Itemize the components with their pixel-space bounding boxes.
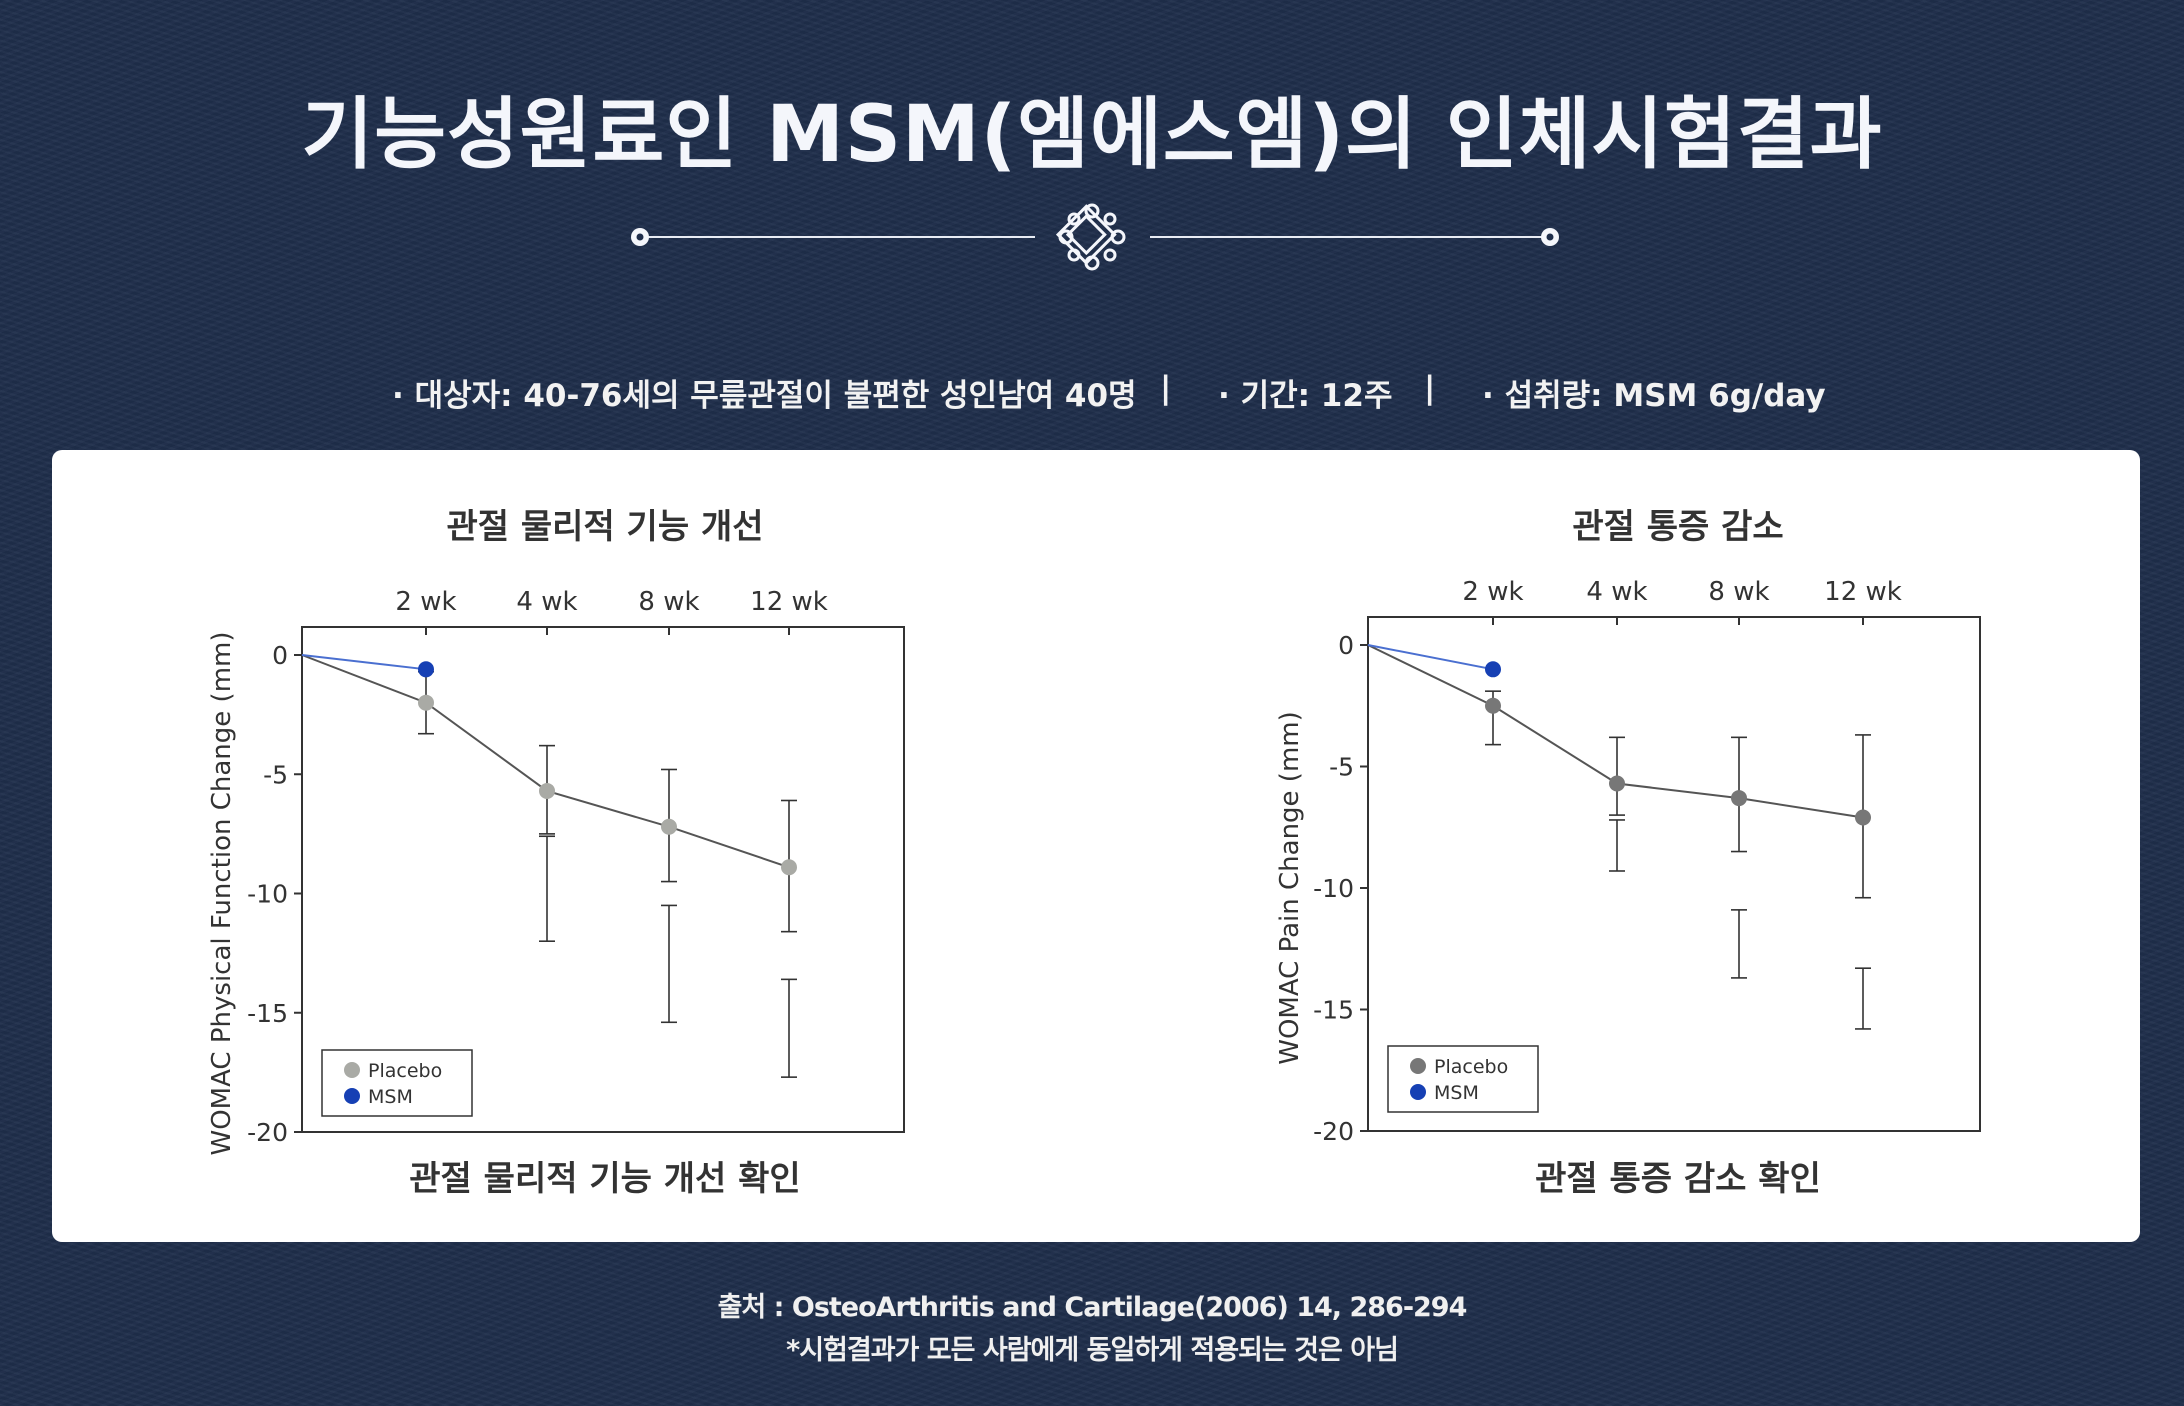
y-tick-label: -10 xyxy=(247,880,288,909)
series-line xyxy=(301,654,790,869)
series-placebo xyxy=(301,654,797,933)
info-separator-2: | xyxy=(1424,370,1436,406)
chart-caption: 관절 물리적 기능 개선 확인 xyxy=(409,1159,800,1199)
info-subject: · 대상자: 40-76세의 무릎관절이 불편한 성인남여 40명 xyxy=(392,378,1137,414)
series-line xyxy=(1367,644,1864,819)
right-flower-icon xyxy=(1541,228,1559,246)
chart-caption: 관절 통증 감소 확인 xyxy=(1535,1159,1821,1199)
legend-label: Placebo xyxy=(368,1060,442,1082)
x-tick-label: 8 wk xyxy=(1708,577,1769,607)
legend-label: Placebo xyxy=(1434,1056,1508,1078)
x-tick-label: 12 wk xyxy=(750,587,828,617)
series-msm xyxy=(1367,644,1871,1030)
data-point xyxy=(1485,661,1501,678)
y-tick-label: -10 xyxy=(1313,874,1354,903)
x-tick-label: 4 wk xyxy=(1586,577,1647,607)
charts-svg: 관절 물리적 기능 개선 2 wk 4 wk 8 wk 12 wk 0 -5 -10 -15 -2… xyxy=(207,507,1981,1199)
legend-marker xyxy=(344,1088,360,1104)
chart-2: 관절 통증 감소 2 wk 4 wk 8 wk 12 wk 0 -5 -10 -15 -20 WOM… xyxy=(1275,507,1981,1199)
x-tick-label: 12 wk xyxy=(1824,577,1902,607)
y-tick-label: -5 xyxy=(1329,753,1354,782)
page-title: 기능성원료인 MSM(엠에스엠)의 인체시험결과 xyxy=(301,90,1883,180)
disclaimer: *시험결과가 모든 사람에게 동일하게 적용되는 것은 아님 xyxy=(786,1335,1399,1366)
chart-panel: 관절 물리적 기능 개선 2 wk 4 wk 8 wk 12 wk 0 -5 -10 -15 -2… xyxy=(52,450,2140,1242)
chart-1: 관절 물리적 기능 개선 2 wk 4 wk 8 wk 12 wk 0 -5 -10 -15 -2… xyxy=(207,507,905,1199)
knot-ornament-icon xyxy=(1055,203,1126,271)
data-point xyxy=(781,859,797,876)
info-period: · 기간: 12주 xyxy=(1218,378,1393,414)
y-tick-label: -20 xyxy=(247,1118,288,1147)
data-point xyxy=(1609,775,1625,792)
chart-title: 관절 통증 감소 xyxy=(1572,507,1783,547)
data-point xyxy=(1855,809,1871,826)
series-line xyxy=(1367,644,1494,671)
y-tick-label: -15 xyxy=(1313,996,1354,1025)
legend-marker xyxy=(1410,1058,1426,1074)
legend-marker xyxy=(344,1062,360,1078)
x-tick-label: 2 wk xyxy=(1462,577,1523,607)
series-placebo xyxy=(1367,644,1871,899)
y-axis-label: WOMAC Physical Function Change (mm) xyxy=(207,632,237,1156)
legend-box xyxy=(321,1049,473,1117)
y-tick-label: 0 xyxy=(272,641,288,670)
legend-label: MSM xyxy=(1434,1082,1479,1104)
x-tick-label: 4 wk xyxy=(516,587,577,617)
data-point xyxy=(539,782,555,799)
y-tick-label: 0 xyxy=(1338,631,1354,660)
legend: Placebo MSM xyxy=(1387,1045,1539,1113)
source-citation: 출처 : OsteoArthritis and Cartilage(2006) … xyxy=(717,1292,1468,1323)
info-intake: · 섭취량: MSM 6g/day xyxy=(1482,378,1826,414)
x-tick-label: 8 wk xyxy=(638,587,699,617)
series-msm xyxy=(301,654,797,1078)
chart-title: 관절 물리적 기능 개선 xyxy=(446,507,763,547)
legend-marker xyxy=(1410,1084,1426,1100)
x-tick-label: 2 wk xyxy=(395,587,456,617)
data-point xyxy=(661,818,677,835)
series-line xyxy=(301,654,427,671)
data-point xyxy=(418,661,434,678)
plot-frame xyxy=(301,626,905,1133)
data-point xyxy=(1731,790,1747,807)
legend: Placebo MSM xyxy=(321,1049,473,1117)
legend-box xyxy=(1387,1045,1539,1113)
y-tick-label: -15 xyxy=(247,999,288,1028)
data-point xyxy=(418,694,434,711)
y-tick-label: -5 xyxy=(263,760,288,789)
data-point xyxy=(1485,697,1501,714)
left-flower-icon xyxy=(631,228,649,246)
y-axis-label: WOMAC Pain Change (mm) xyxy=(1275,711,1305,1065)
legend-label: MSM xyxy=(368,1086,413,1108)
divider-ornament xyxy=(631,203,1559,271)
info-separator-1: | xyxy=(1160,370,1172,406)
plot-frame xyxy=(1367,616,1981,1132)
y-tick-label: -20 xyxy=(1313,1117,1354,1146)
